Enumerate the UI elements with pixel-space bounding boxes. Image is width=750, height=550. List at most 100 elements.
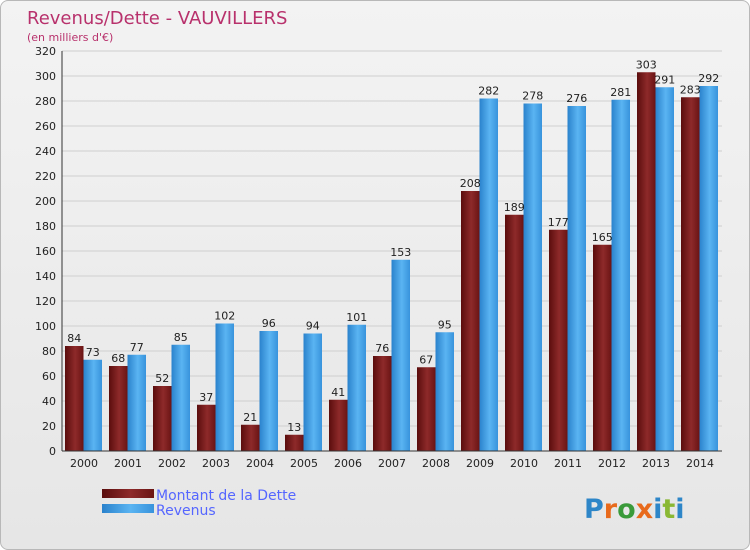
y-tick-label-40: 40 xyxy=(42,395,56,408)
bar-revenus-2000 xyxy=(83,359,102,451)
bar-revenus-2005 xyxy=(303,333,322,451)
x-axis-ticks: 2000 2001 2002 2003 2004 2005 2006 2007 2008 2009… xyxy=(70,457,714,470)
data-label-revenus-2007: 153 xyxy=(390,246,411,259)
x-tick-label-2003: 2003 xyxy=(202,457,230,470)
data-label-revenus-2001: 77 xyxy=(130,341,144,354)
bar-revenus-2006 xyxy=(347,324,366,451)
y-tick-label-160: 160 xyxy=(35,245,56,258)
x-tick-label-2006: 2006 xyxy=(334,457,362,470)
bar-revenus-2009 xyxy=(479,98,498,451)
data-label-revenus-2005: 94 xyxy=(306,320,320,333)
data-label-debt-2000: 84 xyxy=(67,332,81,345)
data-label-debt-2012: 165 xyxy=(592,231,613,244)
data-labels: 84 73 68 77 52 85 37 102 21 96 13 94 41 101 76 153 67 95 2… xyxy=(67,58,719,434)
data-label-debt-2007: 76 xyxy=(375,342,389,355)
x-tick-label-2008: 2008 xyxy=(422,457,450,470)
bar-revenus-2014 xyxy=(699,86,718,451)
bar-debt-2003 xyxy=(197,404,216,451)
x-tick-label-2007: 2007 xyxy=(378,457,406,470)
bar-revenus-2012 xyxy=(611,99,630,451)
bar-revenus-2013 xyxy=(655,87,674,451)
data-label-debt-2009: 208 xyxy=(460,177,481,190)
y-tick-label-180: 180 xyxy=(35,220,56,233)
y-tick-label-120: 120 xyxy=(35,295,56,308)
bar-revenus-2003 xyxy=(215,323,234,451)
data-label-debt-2006: 41 xyxy=(331,386,345,399)
bar-revenus-2002 xyxy=(171,344,190,451)
y-tick-label-80: 80 xyxy=(42,345,56,358)
data-label-revenus-2012: 281 xyxy=(610,86,631,99)
data-label-debt-2013: 303 xyxy=(636,58,657,71)
bar-debt-2005 xyxy=(285,434,304,451)
x-tick-label-2010: 2010 xyxy=(510,457,538,470)
y-tick-label-320: 320 xyxy=(35,45,56,58)
axes xyxy=(61,51,722,452)
x-tick-label-2004: 2004 xyxy=(246,457,274,470)
bar-debt-2012 xyxy=(593,244,612,451)
bar-revenus-2008 xyxy=(435,332,454,451)
data-label-debt-2011: 177 xyxy=(548,216,569,229)
bar-debt-2008 xyxy=(417,367,436,451)
x-tick-label-2002: 2002 xyxy=(158,457,186,470)
bar-debt-2010 xyxy=(505,214,524,451)
bar-debt-2000 xyxy=(65,346,84,451)
data-label-debt-2004: 21 xyxy=(243,411,257,424)
bar-revenus-2001 xyxy=(127,354,146,451)
bar-debt-2014 xyxy=(681,97,700,451)
x-tick-label-2009: 2009 xyxy=(466,457,494,470)
x-tick-label-2001: 2001 xyxy=(114,457,142,470)
bar-revenus-2011 xyxy=(567,106,586,451)
bars xyxy=(65,72,718,451)
data-label-debt-2002: 52 xyxy=(155,372,169,385)
logo-letter-5: t xyxy=(662,494,675,525)
bar-debt-2013 xyxy=(637,72,656,451)
y-tick-label-20: 20 xyxy=(42,420,56,433)
x-tick-label-2000: 2000 xyxy=(70,457,98,470)
data-label-revenus-2013: 291 xyxy=(654,73,675,86)
data-label-revenus-2010: 278 xyxy=(522,90,543,103)
data-label-revenus-2006: 101 xyxy=(346,311,367,324)
data-label-debt-2010: 189 xyxy=(504,201,525,214)
y-tick-label-140: 140 xyxy=(35,270,56,283)
y-tick-label-60: 60 xyxy=(42,370,56,383)
logo-text: Proxiti xyxy=(584,494,685,525)
data-label-revenus-2009: 282 xyxy=(478,85,499,98)
y-tick-label-260: 260 xyxy=(35,120,56,133)
data-label-revenus-2002: 85 xyxy=(174,331,188,344)
legend-label-revenus: Revenus xyxy=(156,503,216,519)
y-tick-label-200: 200 xyxy=(35,195,56,208)
data-label-revenus-2000: 73 xyxy=(86,346,100,359)
bar-debt-2004 xyxy=(241,424,260,451)
data-label-revenus-2008: 95 xyxy=(438,318,452,331)
legend-label-debt: Montant de la Dette xyxy=(156,488,296,504)
bar-debt-2011 xyxy=(549,229,568,451)
y-tick-label-220: 220 xyxy=(35,170,56,183)
x-tick-label-2013: 2013 xyxy=(642,457,670,470)
bar-debt-2006 xyxy=(329,399,348,451)
logo-letter-1: r xyxy=(604,494,618,525)
x-tick-label-2005: 2005 xyxy=(290,457,318,470)
logo-letter-6: i xyxy=(675,494,684,525)
proxiti-logo: Proxiti xyxy=(584,494,685,525)
x-tick-label-2011: 2011 xyxy=(554,457,582,470)
bar-debt-2009 xyxy=(461,191,480,451)
x-tick-label-2014: 2014 xyxy=(686,457,714,470)
bar-debt-2007 xyxy=(373,356,392,451)
data-label-revenus-2011: 276 xyxy=(566,92,587,105)
y-tick-label-280: 280 xyxy=(35,95,56,108)
x-tick-label-2012: 2012 xyxy=(598,457,626,470)
logo-letter-4: i xyxy=(653,494,662,525)
data-label-debt-2014: 283 xyxy=(680,83,701,96)
chart-subtitle: (en milliers d'€) xyxy=(27,31,113,44)
y-tick-label-0: 0 xyxy=(49,445,56,458)
bar-debt-2002 xyxy=(153,386,172,451)
y-axis-ticks: 0 20 40 60 80 100 120 140 160 180 200 220 240 260 280 3… xyxy=(35,45,56,458)
legend-swatch-revenus xyxy=(102,504,154,513)
legend: Montant de la Dette Revenus xyxy=(102,488,296,519)
chart-title: Revenus/Dette - VAUVILLERS xyxy=(27,8,287,29)
bar-revenus-2007 xyxy=(391,259,410,451)
y-tick-label-240: 240 xyxy=(35,145,56,158)
y-tick-label-300: 300 xyxy=(35,70,56,83)
